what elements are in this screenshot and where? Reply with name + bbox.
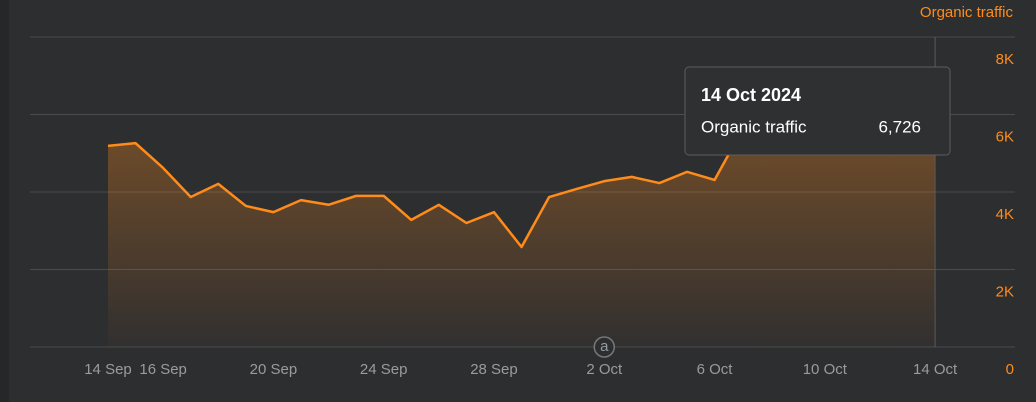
annotation-marker — [593, 336, 616, 358]
side-strip — [0, 0, 9, 402]
y-tick-label: 4K — [996, 206, 1014, 223]
y-axis-label: Organic traffic — [920, 4, 1014, 21]
x-tick-label: 2 Oct — [586, 361, 623, 378]
annotation-text: a — [600, 338, 609, 355]
x-tick-label: 20 Sep — [250, 361, 298, 378]
tooltip: 14 Oct 2024 Organic traffic 6,726 — [684, 66, 951, 156]
area — [108, 86, 936, 348]
x-tick-label: 10 Oct — [803, 361, 848, 378]
tooltip-label: Organic traffic — [701, 117, 807, 136]
tooltip-date: 14 Oct 2024 — [701, 85, 801, 105]
tooltip-box — [684, 66, 951, 156]
x-tick-label: 24 Sep — [360, 361, 408, 378]
tooltip-value: 6,726 — [878, 117, 921, 136]
y-tick-label: 8K — [996, 51, 1014, 68]
y-tick-label: 0 — [1006, 361, 1014, 378]
x-tick-label: 16 Sep — [139, 361, 187, 378]
x-tick-label: 6 Oct — [697, 361, 734, 378]
x-tick-label: 14 Oct — [913, 361, 958, 378]
x-tick-label: 28 Sep — [470, 361, 518, 378]
y-tick-label: 6K — [996, 128, 1014, 145]
y-tick-label: 2K — [996, 283, 1014, 300]
x-tick-label: 14 Sep — [84, 361, 132, 378]
